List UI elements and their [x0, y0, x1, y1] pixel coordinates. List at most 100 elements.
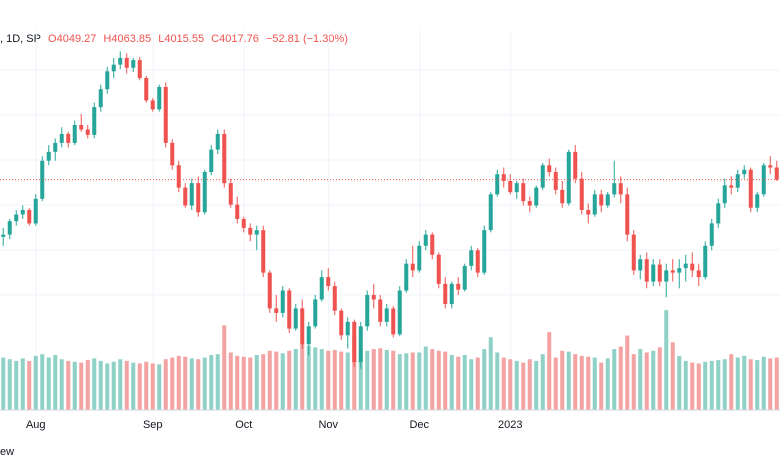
candle	[709, 218, 714, 251]
candle-body	[514, 183, 519, 193]
volume-bar	[209, 355, 214, 410]
volume-bar	[742, 355, 747, 410]
candle	[397, 286, 402, 337]
candle	[98, 84, 103, 112]
candle-body	[423, 234, 428, 246]
candle-body	[469, 250, 474, 266]
candle-body	[638, 259, 643, 271]
candle	[670, 259, 675, 282]
candle-body	[241, 218, 246, 228]
candle	[690, 252, 695, 278]
candle-body	[137, 60, 142, 79]
candle-body	[33, 198, 38, 224]
candle	[66, 131, 71, 148]
volume-bar	[709, 360, 714, 410]
volume-bar	[92, 358, 97, 410]
candle-body	[397, 290, 402, 335]
candle	[748, 167, 753, 213]
candle	[293, 303, 298, 331]
candle-body	[605, 194, 610, 206]
candle	[677, 259, 682, 289]
candle-body	[612, 183, 617, 195]
candle	[651, 259, 656, 287]
candle-body	[657, 264, 662, 282]
candle-body	[670, 270, 675, 273]
volume-bar	[612, 349, 617, 410]
candle-body	[761, 165, 766, 195]
candle-body	[267, 272, 272, 309]
candle-body	[690, 263, 695, 271]
candle-body	[547, 165, 552, 172]
candle	[410, 245, 415, 278]
volume-bar	[417, 352, 422, 410]
volume-bar	[657, 347, 662, 410]
candle-body	[118, 57, 123, 65]
volume-bar	[202, 357, 207, 410]
candle	[638, 254, 643, 280]
time-axis-label: Oct	[235, 419, 252, 431]
candle	[157, 84, 162, 112]
candle	[560, 180, 565, 208]
volume-bar	[261, 354, 266, 410]
candle-body	[768, 165, 773, 168]
candle-body	[46, 151, 51, 161]
volume-bar	[131, 362, 136, 410]
candle-body	[566, 151, 571, 204]
candle-body	[313, 299, 318, 327]
volume-bar	[267, 350, 272, 410]
volume-bar	[774, 357, 779, 410]
candle	[391, 306, 396, 338]
candle	[274, 295, 279, 322]
candle-body	[183, 187, 188, 206]
candle-body	[742, 169, 747, 175]
candle-body	[644, 259, 649, 282]
candle	[150, 98, 155, 112]
candle-body	[722, 185, 727, 204]
volume-bar	[306, 345, 311, 410]
volume-bar	[274, 351, 279, 410]
candle-body	[696, 270, 701, 278]
candle-body	[384, 308, 389, 322]
candle	[657, 259, 662, 287]
candle-body	[352, 321, 357, 363]
candle	[46, 145, 51, 166]
candle	[599, 189, 604, 213]
candle-body	[358, 326, 363, 363]
candle-body	[345, 321, 350, 336]
candle	[209, 145, 214, 176]
candle	[579, 171, 584, 215]
volume-bar	[124, 360, 129, 410]
candle-body	[430, 234, 435, 255]
candle	[183, 183, 188, 208]
candle	[202, 169, 207, 215]
volume-bar	[527, 359, 532, 410]
candle	[118, 51, 123, 70]
candle	[163, 82, 168, 148]
candle-body	[443, 283, 448, 304]
volume-bar	[573, 354, 578, 410]
candle-body	[215, 133, 220, 150]
volume-bar	[339, 351, 344, 410]
volume-bar	[625, 335, 630, 410]
volume-bar	[404, 353, 409, 410]
candle-body	[222, 133, 227, 184]
candle	[612, 160, 617, 198]
candle-body	[157, 86, 162, 110]
volume-bar	[72, 361, 77, 410]
volume-bar	[631, 354, 636, 410]
candle-body	[508, 180, 513, 193]
volume-bar	[664, 310, 669, 410]
volume-bar	[423, 346, 428, 410]
candle-body	[540, 165, 545, 188]
candle	[131, 57, 136, 73]
candle-body	[332, 286, 337, 311]
candle	[469, 245, 474, 271]
volume-bar	[475, 357, 480, 410]
candle	[72, 120, 77, 146]
volume-bar	[14, 360, 19, 410]
candle	[235, 196, 240, 224]
volume-bar	[85, 360, 90, 410]
candle	[261, 225, 266, 278]
volume-bar	[287, 350, 292, 410]
